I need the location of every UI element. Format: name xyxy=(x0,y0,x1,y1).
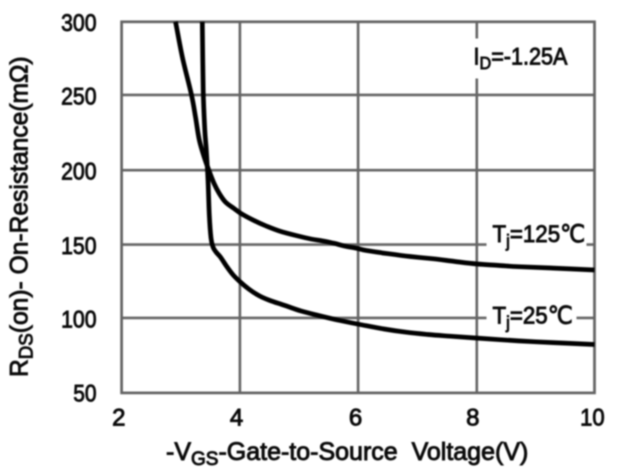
svg-text:300: 300 xyxy=(61,10,96,37)
svg-text:250: 250 xyxy=(61,83,96,110)
svg-text:RDS(on)- On-Resistance(mΩ): RDS(on)- On-Resistance(mΩ) xyxy=(6,56,36,377)
svg-text:2: 2 xyxy=(112,404,125,431)
svg-text:6: 6 xyxy=(349,404,362,431)
svg-text:Tj=25℃: Tj=25℃ xyxy=(493,302,573,333)
svg-text:200: 200 xyxy=(61,159,96,186)
svg-text:Tj=125℃: Tj=125℃ xyxy=(493,220,586,251)
svg-text:10: 10 xyxy=(580,404,605,431)
svg-text:150: 150 xyxy=(61,233,96,260)
svg-text:50: 50 xyxy=(73,381,96,408)
svg-text:-VGS-Gate-to-Source Voltage(V: -VGS-Gate-to-Source Voltage(V) xyxy=(166,438,528,470)
svg-text:4: 4 xyxy=(230,404,243,431)
svg-text:ID=-1.25A: ID=-1.25A xyxy=(474,42,569,73)
svg-text:100: 100 xyxy=(61,306,96,333)
svg-text:8: 8 xyxy=(466,404,479,431)
